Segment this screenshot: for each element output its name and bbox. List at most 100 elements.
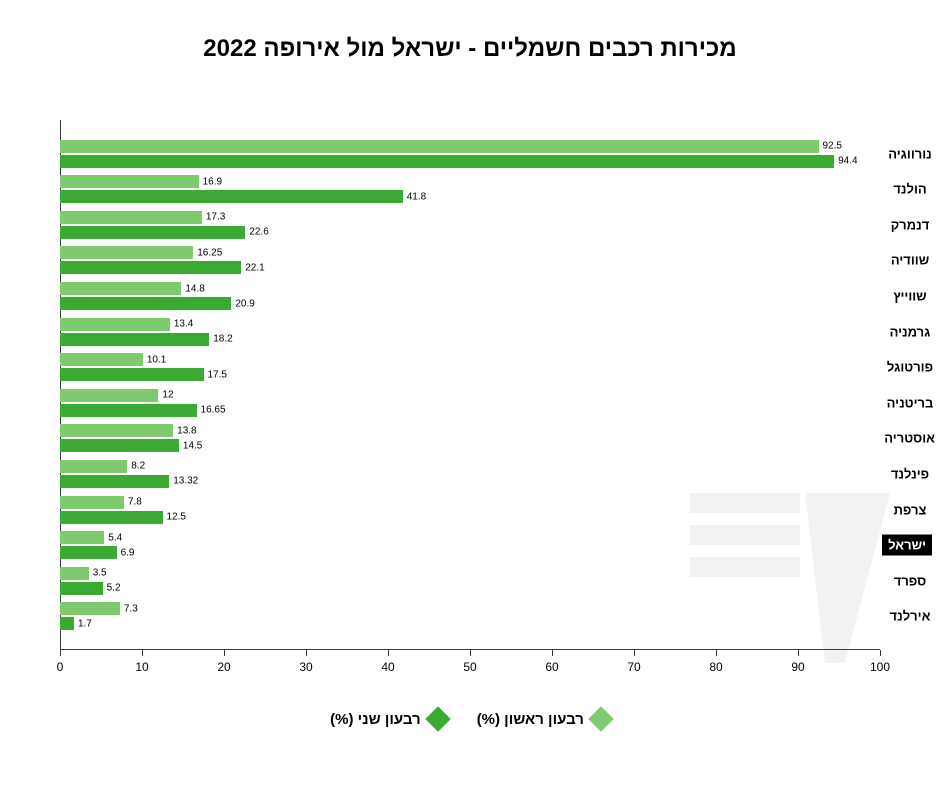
- bar-group: 17.3 22.6: [60, 208, 880, 242]
- y-axis-label: הולנד: [880, 180, 940, 199]
- x-tick-label: 30: [299, 660, 312, 674]
- bar-q1: 13.8: [60, 424, 173, 437]
- x-tick: [470, 650, 471, 656]
- y-axis-label: נורווגיה: [880, 144, 940, 163]
- bar-value-label: 17.3: [202, 212, 225, 223]
- x-tick-label: 90: [791, 660, 804, 674]
- x-tick: [60, 650, 61, 656]
- bar-q1: 10.1: [60, 353, 143, 366]
- bar-q2: 20.9: [60, 297, 231, 310]
- bar-q2: 22.6: [60, 226, 245, 239]
- bar-value-label: 3.5: [89, 568, 107, 579]
- bar-group: 8.2 13.32: [60, 457, 880, 491]
- x-tick-label: 20: [217, 660, 230, 674]
- plot-area: 010203040506070809010092.594.416.941.817…: [60, 120, 880, 650]
- bar-value-label: 20.9: [231, 298, 254, 309]
- x-tick: [224, 650, 225, 656]
- bar-value-label: 8.2: [127, 461, 145, 472]
- bar-value-label: 41.8: [403, 191, 426, 202]
- x-tick: [142, 650, 143, 656]
- bar-q2: 6.9: [60, 546, 117, 559]
- y-axis-label: ישראל: [882, 535, 932, 556]
- bar-value-label: 5.4: [104, 532, 122, 543]
- bar-value-label: 13.8: [173, 425, 196, 436]
- bar-q1: 7.3: [60, 602, 120, 615]
- x-tick-label: 100: [870, 660, 890, 674]
- bar-value-label: 16.65: [197, 405, 226, 416]
- bar-q2: 41.8: [60, 190, 403, 203]
- bar-group: 14.8 20.9: [60, 279, 880, 313]
- bar-q1: 8.2: [60, 460, 127, 473]
- legend-label-q2: רבעון שני (%): [330, 711, 421, 728]
- y-axis-label: ספרד: [880, 571, 940, 590]
- x-tick-label: 40: [381, 660, 394, 674]
- bar-q1: 5.4: [60, 531, 104, 544]
- bar-value-label: 22.6: [245, 227, 268, 238]
- y-axis-label: אוסטריה: [880, 429, 940, 448]
- y-axis-label: בריטניה: [880, 393, 940, 412]
- bar-q1: 16.9: [60, 175, 199, 188]
- y-axis-label: שווייץ: [880, 287, 940, 306]
- bar-q2: 1.7: [60, 617, 74, 630]
- bar-group: 12 16.65: [60, 386, 880, 420]
- x-tick-label: 80: [709, 660, 722, 674]
- bar-group: 10.1 17.5: [60, 350, 880, 384]
- bar-q2: 16.65: [60, 404, 197, 417]
- bar-q1: 16.25: [60, 246, 193, 259]
- x-tick: [798, 650, 799, 656]
- bar-q2: 94.4: [60, 155, 834, 168]
- bar-group: 7.8 12.5: [60, 493, 880, 527]
- bar-group: 16.25 22.1: [60, 243, 880, 277]
- x-tick-label: 70: [627, 660, 640, 674]
- y-axis-label: שוודיה: [880, 251, 940, 270]
- bar-value-label: 18.2: [209, 334, 232, 345]
- bar-value-label: 10.1: [143, 354, 166, 365]
- bar-group: 13.8 14.5: [60, 421, 880, 455]
- legend-marker-q1: [588, 706, 613, 731]
- y-axis-label: אירלנד: [880, 607, 940, 626]
- bar-value-label: 16.25: [193, 247, 222, 258]
- bar-value-label: 1.7: [74, 618, 92, 629]
- bar-value-label: 12.5: [163, 512, 186, 523]
- bar-q1: 12: [60, 389, 158, 402]
- bar-value-label: 13.32: [169, 476, 198, 487]
- bar-value-label: 17.5: [204, 369, 227, 380]
- bar-group: 3.5 5.2: [60, 564, 880, 598]
- bar-value-label: 16.9: [199, 176, 222, 187]
- bar-q2: 13.32: [60, 475, 169, 488]
- y-axis-label: פורטוגל: [880, 358, 940, 377]
- bar-value-label: 7.3: [120, 603, 138, 614]
- x-tick: [552, 650, 553, 656]
- bar-value-label: 14.5: [179, 440, 202, 451]
- bar-value-label: 14.8: [181, 283, 204, 294]
- x-tick: [880, 650, 881, 656]
- bar-value-label: 7.8: [124, 497, 142, 508]
- x-tick-label: 10: [135, 660, 148, 674]
- bar-q2: 22.1: [60, 261, 241, 274]
- bar-group: 13.4 18.2: [60, 315, 880, 349]
- y-axis-labels: נורווגיההולנדדנמרקשוודיהשווייץגרמניהפורט…: [880, 120, 940, 650]
- x-tick: [306, 650, 307, 656]
- bar-value-label: 13.4: [170, 319, 193, 330]
- bar-q2: 14.5: [60, 439, 179, 452]
- bar-q1: 92.5: [60, 140, 819, 153]
- bar-q1: 17.3: [60, 211, 202, 224]
- bar-group: 16.9 41.8: [60, 172, 880, 206]
- bar-group: 92.5 94.4: [60, 137, 880, 171]
- bar-q2: 5.2: [60, 582, 103, 595]
- x-tick: [716, 650, 717, 656]
- x-tick: [388, 650, 389, 656]
- bar-value-label: 5.2: [103, 583, 121, 594]
- bar-q1: 13.4: [60, 318, 170, 331]
- bar-q2: 12.5: [60, 511, 163, 524]
- x-tick-label: 60: [545, 660, 558, 674]
- bar-q1: 7.8: [60, 496, 124, 509]
- bar-q2: 18.2: [60, 333, 209, 346]
- bar-value-label: 6.9: [117, 547, 135, 558]
- legend-label-q1: רבעון ראשון (%): [477, 711, 584, 728]
- y-axis-label: דנמרק: [880, 215, 940, 234]
- bar-q1: 14.8: [60, 282, 181, 295]
- bar-value-label: 22.1: [241, 262, 264, 273]
- bar-q2: 17.5: [60, 368, 204, 381]
- y-axis-label: פינלנד: [880, 464, 940, 483]
